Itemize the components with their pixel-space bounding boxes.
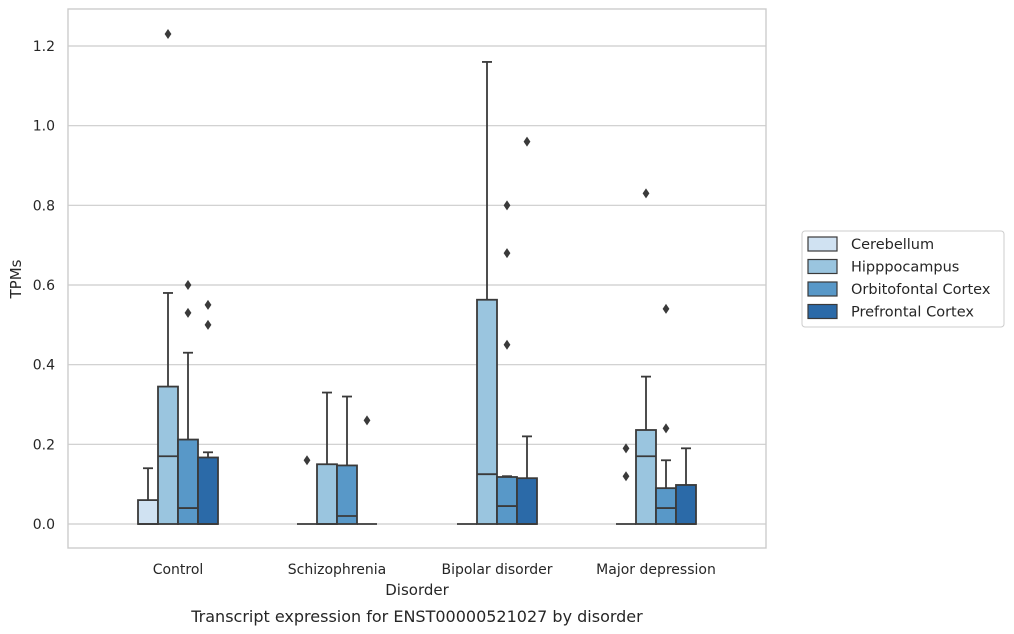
legend-swatch — [807, 281, 838, 297]
box-body — [655, 487, 677, 525]
outlier-point — [662, 303, 670, 314]
outlier-point — [184, 280, 192, 290]
box-cerebellum-1 — [297, 455, 317, 525]
outlier-point — [642, 188, 650, 199]
box-body — [675, 484, 697, 525]
legend-item: Orbitofontal Cortex — [807, 281, 991, 298]
box-body — [496, 476, 518, 525]
outlier-point — [622, 443, 630, 454]
outlier-point — [164, 29, 172, 40]
legend-item: Hipppocampus — [807, 258, 959, 276]
legend-label: Orbitofontal Cortex — [851, 282, 991, 298]
box-hipppocampus-1 — [316, 391, 338, 525]
x-tick-label: Bipolar disorder — [441, 562, 552, 578]
box-body — [635, 429, 657, 525]
y-tick-label: 1.0 — [33, 119, 55, 135]
outlier-point — [503, 339, 511, 350]
outlier-point — [503, 200, 511, 211]
x-tick-label: Control — [153, 562, 204, 578]
box-cerebellum-0 — [137, 467, 159, 525]
legend-label: Cerebellum — [851, 237, 934, 253]
legend-label: Prefrontal Cortex — [851, 305, 974, 321]
x-axis-title: Disorder — [385, 581, 449, 599]
figure-caption: Transcript expression for ENST0000052102… — [190, 607, 643, 626]
box-orbitofontal-cortex-0 — [177, 280, 199, 525]
y-tick-labels: 0.0 0.2 0.4 0.6 0.8 1.0 1.2 — [33, 39, 55, 533]
box-prefrontal-cortex-1 — [357, 415, 377, 525]
x-tick-labels: Control Schizophrenia Bipolar disorder Majo… — [153, 562, 716, 578]
x-tick-label: Major depression — [596, 562, 716, 578]
outlier-point — [662, 423, 670, 434]
legend-frame — [801, 230, 1005, 328]
box-prefrontal-cortex-0 — [197, 299, 219, 525]
box-body — [316, 463, 338, 525]
box-body — [336, 464, 358, 525]
y-tick-label: 0.8 — [33, 198, 55, 214]
outlier-point — [204, 299, 212, 310]
outlier-point — [523, 136, 531, 147]
outlier-point — [184, 307, 192, 318]
box-orbitofontal-cortex-1 — [336, 395, 358, 525]
outlier-point — [303, 455, 311, 466]
box-body — [157, 385, 179, 525]
legend-swatch — [807, 303, 838, 320]
legend-label: Hipppocampus — [851, 260, 959, 276]
box-body — [197, 456, 219, 525]
outlier-point — [503, 248, 511, 259]
legend-swatch — [807, 258, 838, 275]
x-tick-label: Schizophrenia — [288, 562, 386, 578]
box-hipppocampus-2 — [476, 61, 498, 525]
box-hipppocampus-0 — [157, 29, 179, 525]
boxes — [137, 29, 697, 525]
outlier-point — [622, 471, 630, 482]
plot-area-frame — [67, 8, 767, 549]
y-tick-label: 0.6 — [33, 278, 55, 294]
y-tick-label: 0.0 — [33, 517, 55, 533]
y-tick-label: 0.4 — [33, 358, 55, 374]
box-prefrontal-cortex-3 — [675, 447, 697, 525]
box-orbitofontal-cortex-3 — [655, 303, 677, 525]
legend-swatch — [807, 236, 838, 252]
legend-item: Prefrontal Cortex — [807, 303, 974, 321]
box-body — [177, 438, 199, 525]
box-orbitofontal-cortex-2 — [496, 200, 518, 525]
legend: Cerebellum Hipppocampus Orbitofontal Corte… — [801, 230, 1005, 328]
box-prefrontal-cortex-2 — [516, 136, 538, 525]
y-axis-title: TPMs — [7, 259, 25, 299]
box-body — [476, 298, 498, 525]
box-hipppocampus-3 — [635, 188, 657, 525]
y-tick-label: 1.2 — [33, 39, 55, 55]
box-cerebellum-3 — [616, 443, 636, 525]
legend-item: Cerebellum — [807, 236, 934, 253]
y-tick-label: 0.2 — [33, 437, 55, 453]
outlier-point — [363, 415, 371, 426]
box-body — [137, 499, 159, 525]
outlier-point — [204, 319, 212, 330]
box-body — [516, 477, 538, 525]
